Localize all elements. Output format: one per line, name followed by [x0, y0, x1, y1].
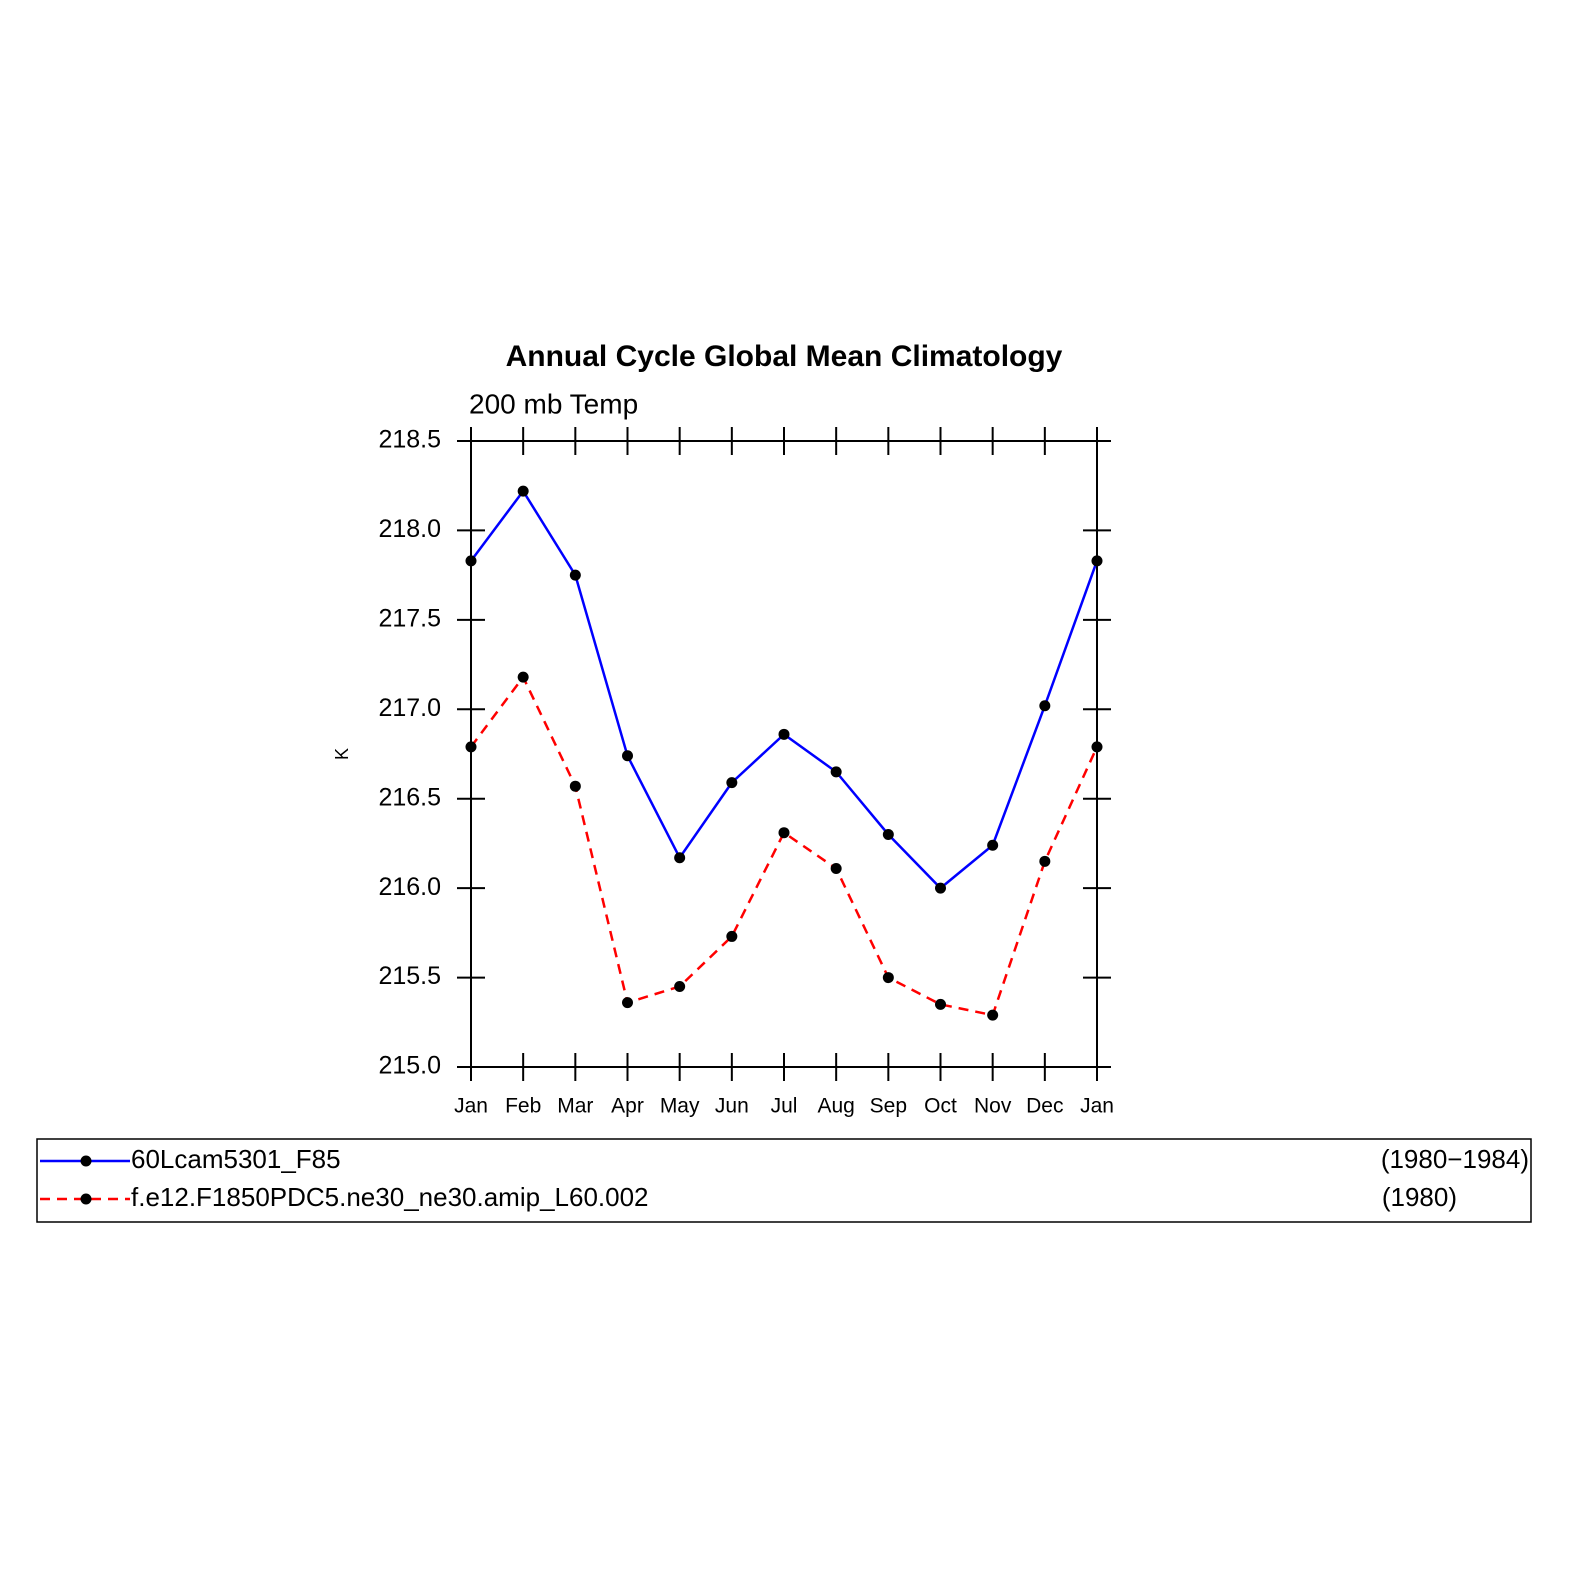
- legend-marker: [80, 1155, 92, 1167]
- data-point: [622, 997, 633, 1009]
- data-point: [830, 766, 842, 778]
- x-tick-label: Jan: [454, 1095, 488, 1118]
- series-line: [469, 674, 1099, 1017]
- data-point: [569, 569, 581, 581]
- x-tick-label: Jun: [715, 1095, 749, 1118]
- y-tick-label: 217.5: [378, 604, 441, 632]
- legend-marker: [80, 1193, 92, 1205]
- data-point: [465, 555, 477, 567]
- x-tick-label: Sep: [870, 1095, 907, 1118]
- data-point: [1039, 855, 1051, 867]
- data-point: [622, 750, 633, 762]
- data-point: [935, 882, 946, 894]
- x-tick-label: Dec: [1026, 1095, 1063, 1118]
- data-point: [726, 930, 738, 942]
- plot-frame: [470, 440, 1098, 1068]
- data-point: [778, 827, 790, 839]
- data-point: [517, 671, 529, 683]
- y-tick-label: 217.0: [378, 694, 441, 722]
- x-tick-label: Jan: [1080, 1095, 1114, 1118]
- data-point: [674, 852, 686, 864]
- data-point: [569, 780, 581, 792]
- chart-subtitle: 200 mb Temp: [469, 388, 638, 419]
- legend-label: f.e12.F1850PDC5.ne30_ne30.amip_L60.002: [131, 1182, 649, 1212]
- y-tick-label: 216.5: [378, 783, 441, 811]
- x-tick-label: May: [660, 1095, 700, 1118]
- y-axis-label: K: [332, 748, 352, 760]
- y-tick-label: 215.0: [378, 1052, 441, 1080]
- data-point: [778, 728, 790, 740]
- data-point: [465, 741, 477, 753]
- data-point: [882, 972, 894, 984]
- data-point: [1039, 700, 1051, 712]
- x-tick-label: Aug: [817, 1095, 854, 1118]
- legend-label: 60Lcam5301_F85: [131, 1144, 341, 1174]
- y-tick-label: 215.5: [378, 962, 441, 990]
- x-tick-label: Apr: [611, 1095, 644, 1118]
- y-tick-label: 216.0: [378, 873, 441, 901]
- data-point: [1091, 741, 1103, 753]
- x-tick-label: Mar: [557, 1095, 593, 1118]
- x-tick-label: Nov: [974, 1095, 1012, 1118]
- data-point: [674, 981, 686, 993]
- y-tick-label: 218.5: [378, 426, 441, 454]
- data-point: [726, 777, 738, 789]
- legend-box: [36, 1138, 1532, 1223]
- x-tick-label: Jul: [771, 1095, 798, 1118]
- x-tick-label: Oct: [924, 1095, 957, 1118]
- data-point: [987, 1009, 999, 1021]
- data-point: [935, 998, 946, 1010]
- data-point: [882, 828, 894, 840]
- legend-period: (1980−1984): [1381, 1144, 1529, 1174]
- data-point: [830, 862, 842, 874]
- data-point: [1091, 555, 1103, 567]
- x-tick-label: Feb: [505, 1095, 541, 1118]
- legend-period: (1980): [1382, 1182, 1457, 1212]
- chart-title: Annual Cycle Global Mean Climatology: [506, 340, 1063, 373]
- data-point: [517, 485, 529, 497]
- y-tick-label: 218.0: [378, 515, 441, 543]
- data-point: [987, 839, 999, 851]
